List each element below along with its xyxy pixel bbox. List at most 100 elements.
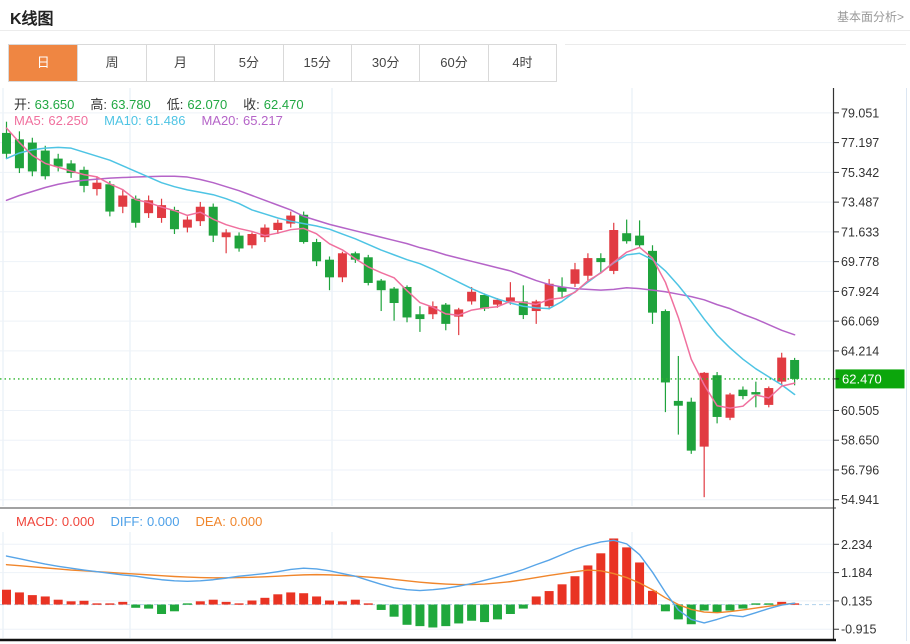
candle bbox=[648, 250, 657, 313]
macd-row-macd-value: 0.000 bbox=[61, 514, 95, 529]
tab-日[interactable]: 日 bbox=[9, 45, 78, 81]
ohlc-readout: 开: 63.650 高: 63.780 低: 62.070 收: 62.470 bbox=[14, 94, 320, 113]
macd-row-macd-label: MACD: bbox=[16, 514, 58, 529]
macd-bar bbox=[2, 589, 11, 605]
ma-row-ma5-label: MA5: bbox=[14, 113, 45, 128]
macd-bar bbox=[376, 604, 386, 610]
macd-bar bbox=[27, 595, 37, 605]
macd-bar bbox=[570, 576, 580, 605]
candle bbox=[518, 301, 528, 316]
candle bbox=[118, 195, 128, 207]
price-axis-label: 64.214 bbox=[841, 344, 879, 358]
macd-bar bbox=[92, 603, 102, 605]
candle bbox=[234, 235, 244, 249]
macd-bar bbox=[790, 603, 800, 605]
macd-bar bbox=[544, 591, 554, 605]
macd-bar bbox=[234, 603, 244, 605]
candle bbox=[764, 388, 774, 405]
price-axis-label: 60.505 bbox=[841, 404, 879, 418]
price-axis-label: 69.778 bbox=[841, 255, 879, 269]
macd-bar bbox=[389, 604, 399, 617]
price-axis-label: 71.633 bbox=[841, 225, 879, 239]
candle bbox=[131, 198, 141, 223]
candle bbox=[337, 253, 347, 278]
macd-bar bbox=[144, 604, 154, 609]
macd-bar bbox=[14, 592, 24, 605]
candle bbox=[389, 288, 399, 304]
candle bbox=[144, 200, 154, 214]
ohlc-row-open-value: 63.650 bbox=[34, 97, 75, 112]
candle bbox=[777, 357, 787, 382]
candle bbox=[221, 232, 231, 238]
candle bbox=[544, 283, 554, 307]
macd-bar bbox=[454, 604, 464, 624]
tab-60分[interactable]: 60分 bbox=[419, 45, 488, 81]
macd-axis-label: 2.234 bbox=[841, 538, 872, 552]
macd-bar bbox=[350, 599, 360, 605]
macd-bar bbox=[699, 604, 709, 611]
macd-bar bbox=[53, 599, 63, 605]
header-divider bbox=[0, 30, 910, 31]
macd-bar bbox=[208, 599, 218, 605]
macd-bar bbox=[648, 590, 657, 605]
macd-bar bbox=[40, 596, 50, 605]
macd-bar bbox=[492, 604, 502, 620]
ohlc-row-low-label: 低: bbox=[166, 97, 184, 112]
tab-月[interactable]: 月 bbox=[145, 45, 215, 81]
macd-axis-label: 1.184 bbox=[841, 566, 872, 580]
candle bbox=[2, 132, 11, 154]
tab-15分[interactable]: 15分 bbox=[282, 45, 351, 81]
ohlc-row-close-value: 62.470 bbox=[263, 97, 304, 112]
macd-bar bbox=[118, 601, 128, 605]
candle bbox=[363, 257, 373, 283]
fundamental-analysis-link[interactable]: 基本面分析> bbox=[836, 10, 904, 24]
macd-bar bbox=[299, 593, 309, 605]
macd-bar bbox=[505, 604, 515, 614]
macd-bar bbox=[428, 604, 438, 628]
price-axis-label: 66.069 bbox=[841, 315, 879, 329]
candle bbox=[738, 389, 748, 397]
macd-bar bbox=[312, 596, 322, 605]
ohlc-row-high-label: 高: bbox=[90, 97, 108, 112]
candle bbox=[169, 209, 179, 230]
candle bbox=[105, 184, 115, 212]
tab-4时[interactable]: 4时 bbox=[487, 45, 557, 81]
macd-bar bbox=[273, 594, 283, 605]
macd-bar bbox=[673, 604, 683, 620]
price-axis-label: 75.342 bbox=[841, 166, 879, 180]
macd-bar bbox=[286, 592, 296, 605]
price-axis-label: 73.487 bbox=[841, 196, 879, 210]
macd-bar bbox=[157, 604, 167, 614]
macd-readout: MACD: 0.000 DIFF: 0.000 DEA: 0.000 bbox=[16, 514, 278, 529]
ma10-line bbox=[5, 146, 796, 396]
macd-bar bbox=[583, 565, 593, 605]
ma20-line bbox=[5, 175, 796, 336]
candle bbox=[247, 234, 257, 246]
candle bbox=[699, 372, 709, 447]
candle bbox=[79, 169, 89, 186]
candle bbox=[428, 306, 438, 315]
ohlc-row-low-value: 62.070 bbox=[187, 97, 228, 112]
macd-bar bbox=[609, 538, 619, 605]
price-axis-label: 67.924 bbox=[841, 285, 879, 299]
macd-bar bbox=[325, 600, 334, 605]
macd-bar bbox=[622, 547, 632, 605]
macd-bar bbox=[260, 597, 270, 605]
macd-bar bbox=[738, 604, 748, 609]
macd-row-dea-label: DEA: bbox=[195, 514, 226, 529]
macd-bar bbox=[337, 601, 347, 605]
candle bbox=[273, 222, 283, 231]
tab-周[interactable]: 周 bbox=[77, 45, 146, 81]
macd-bar bbox=[467, 604, 477, 621]
candle bbox=[660, 311, 670, 383]
candle bbox=[480, 294, 490, 309]
tab-5分[interactable]: 5分 bbox=[214, 45, 283, 81]
macd-bar bbox=[777, 601, 787, 605]
candle bbox=[725, 394, 735, 418]
macd-bar bbox=[557, 584, 567, 605]
macd-bar bbox=[751, 603, 761, 605]
macd-bar bbox=[712, 604, 722, 613]
price-axis-label: 58.650 bbox=[841, 434, 879, 448]
tab-30分[interactable]: 30分 bbox=[350, 45, 420, 81]
